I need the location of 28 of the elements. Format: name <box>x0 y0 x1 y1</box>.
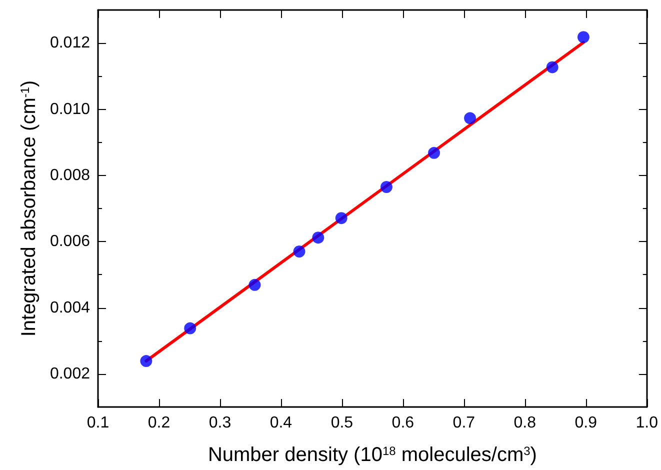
point <box>312 232 324 244</box>
y-tick-label: 0.012 <box>50 34 90 52</box>
point <box>464 112 476 124</box>
y-axis-title: Integrated absorbance (cm-1) <box>18 80 40 337</box>
x-tick-label: 0.3 <box>208 414 232 432</box>
point <box>140 355 152 368</box>
y-tick-label: 0.004 <box>50 299 90 316</box>
point <box>335 212 348 224</box>
x-tick-label: 0.2 <box>148 414 170 432</box>
y-tick-label: 0.002 <box>50 365 90 382</box>
x-tick-label: 0.5 <box>330 414 354 432</box>
point <box>248 278 261 291</box>
x-tick-label: 1.0 <box>636 414 658 432</box>
x-tick-label: 0.6 <box>392 414 414 432</box>
x-tick-label: 0.9 <box>574 414 598 432</box>
x-tick-label: 0.4 <box>270 414 292 432</box>
x-tick-label: 0.8 <box>514 414 536 432</box>
point <box>293 246 306 258</box>
point <box>577 31 590 44</box>
x-tick-label: 0.1 <box>86 414 110 432</box>
y-tick-label: 0.008 <box>50 166 90 184</box>
point <box>380 181 392 193</box>
point <box>546 61 558 74</box>
point <box>428 146 440 159</box>
y-tick-label: 0.010 <box>50 100 90 118</box>
point <box>184 322 196 334</box>
x-tick-label: 0.7 <box>452 414 476 432</box>
y-tick-label: 0.006 <box>50 233 90 250</box>
